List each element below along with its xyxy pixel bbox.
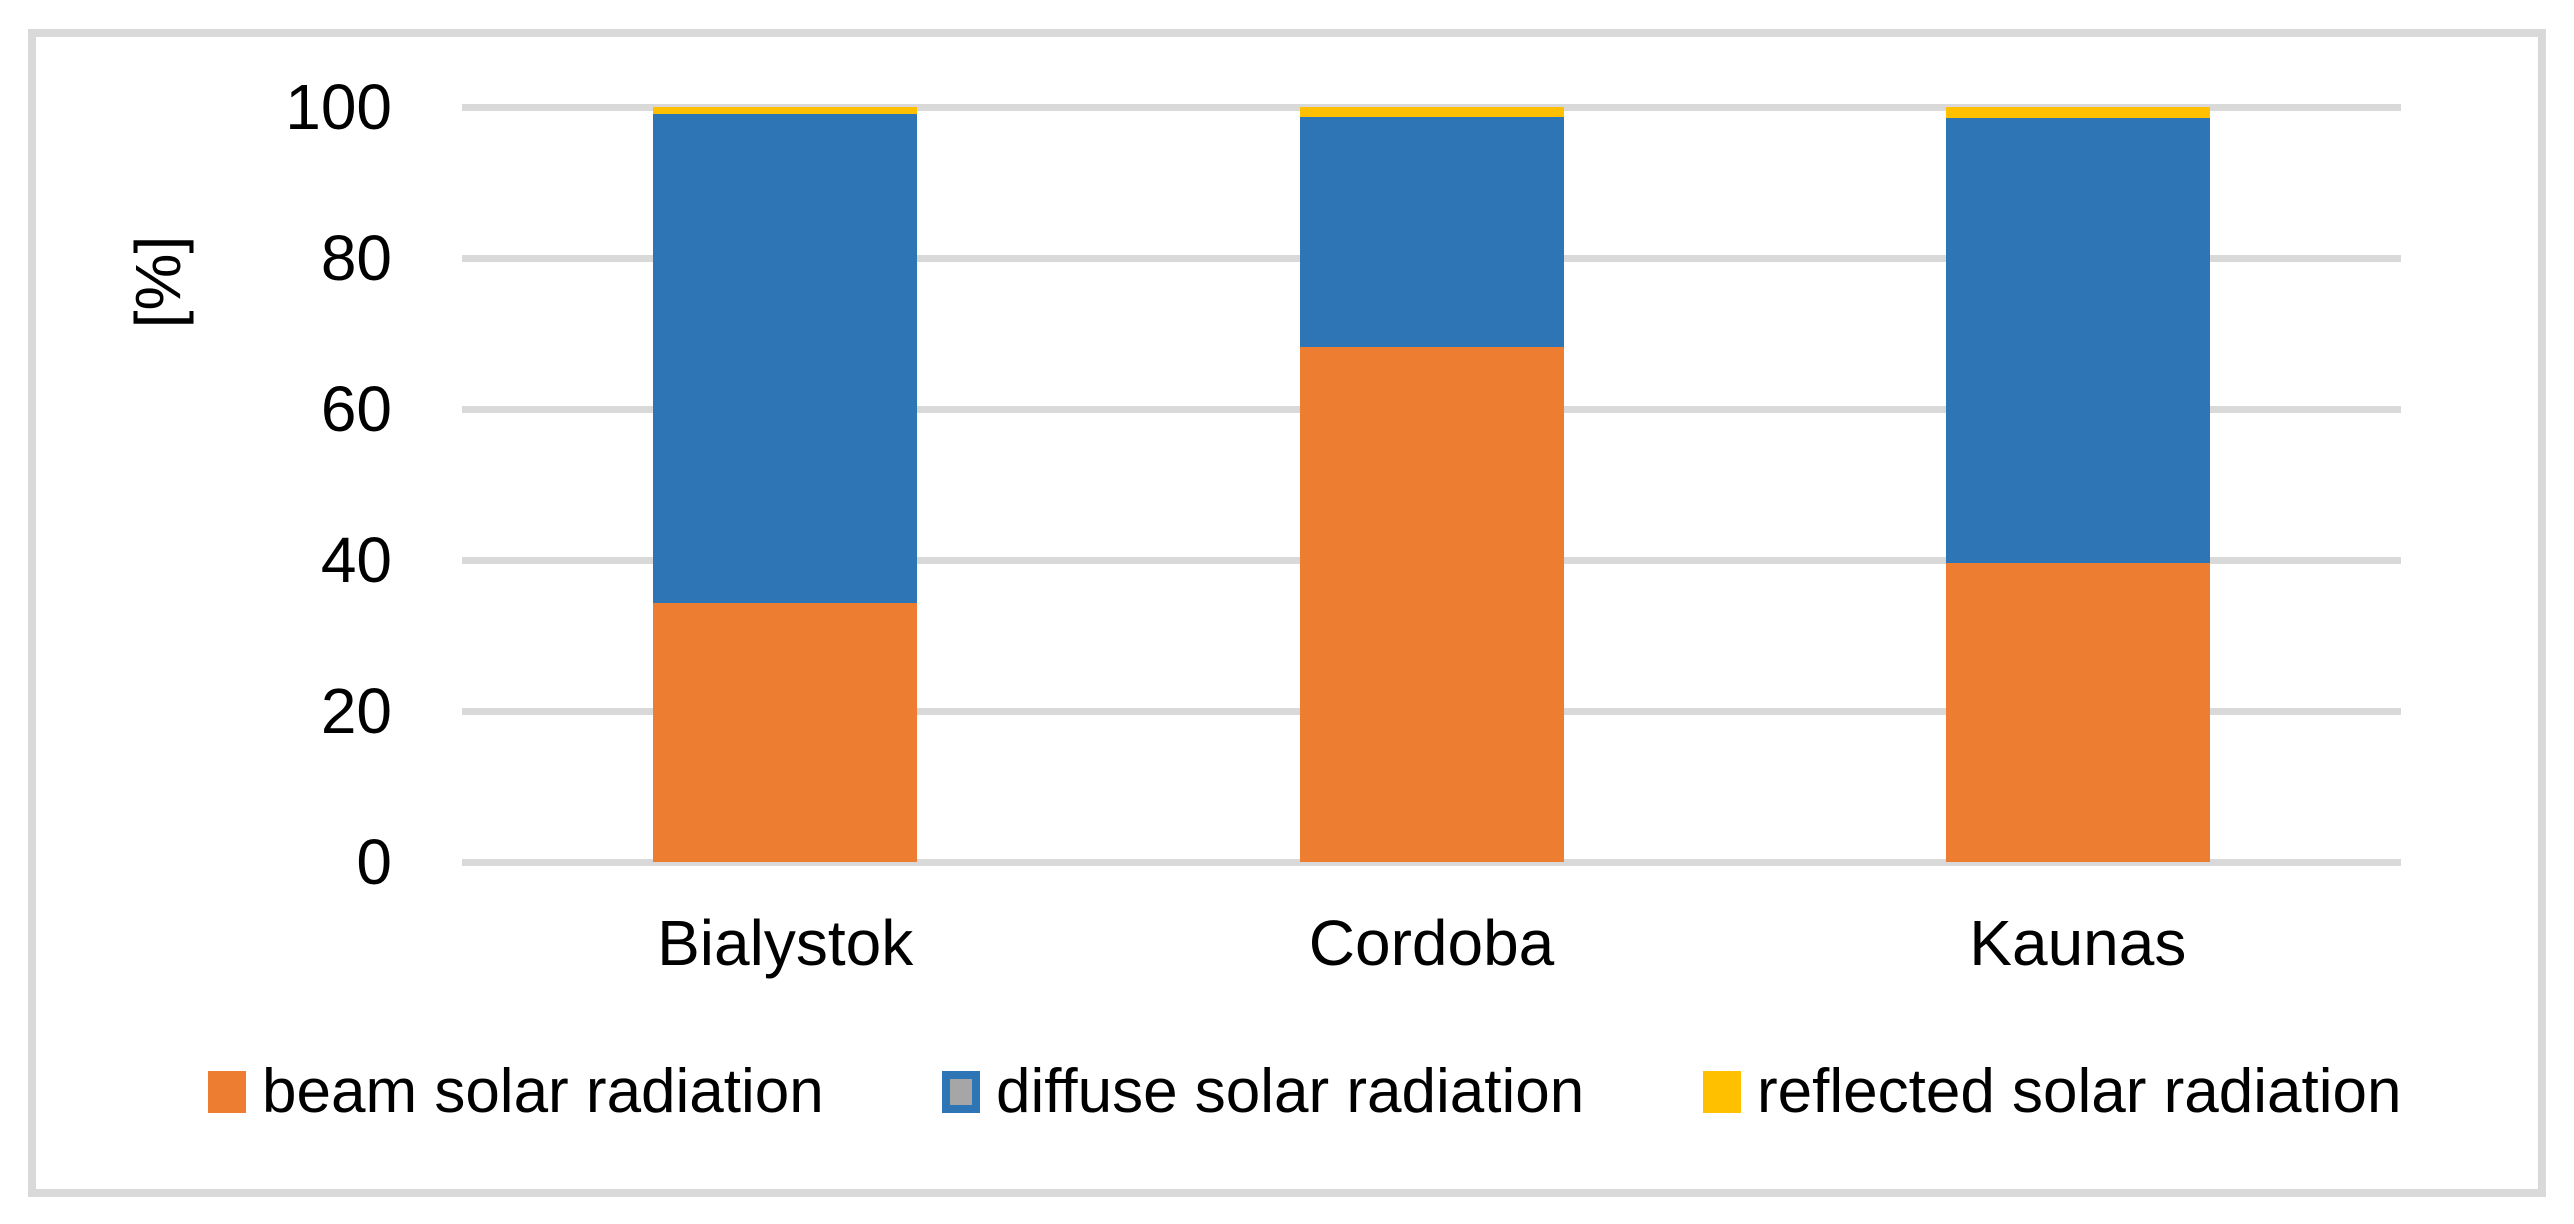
bar-kaunas: [1945, 107, 2210, 862]
bar-segment-cordoba-diffuse-solar-radiation: [1299, 116, 1564, 348]
legend-item-diffuse-solar-radiation: diffuse solar radiation: [942, 1057, 1585, 1126]
legend-item-beam-solar-radiation: beam solar radiation: [208, 1057, 824, 1126]
legend-swatch-beam-solar-radiation: [208, 1071, 246, 1113]
y-tick-label-20: 20: [320, 675, 392, 747]
legend: beam solar radiation diffuse solar radiat…: [0, 1057, 2574, 1126]
plot-area: [462, 103, 2401, 866]
legend-item-reflected-solar-radiation: reflected solar radiation: [1703, 1057, 2402, 1126]
bar-bialystok: [653, 107, 918, 862]
bar-segment-bialystok-diffuse-solar-radiation: [653, 113, 918, 604]
bar-segment-cordoba-beam-solar-radiation: [1299, 347, 1564, 862]
bar-segment-bialystok-reflected-solar-radiation: [653, 107, 918, 114]
bar-cordoba: [1299, 107, 1564, 862]
y-tick-label-0: 0: [356, 826, 392, 898]
legend-label-beam-solar-radiation: beam solar radiation: [262, 1057, 824, 1126]
category-label-bialystok: Bialystok: [657, 907, 914, 979]
y-tick-label-80: 80: [320, 222, 392, 294]
legend-label-diffuse-solar-radiation: diffuse solar radiation: [996, 1057, 1585, 1126]
legend-label-reflected-solar-radiation: reflected solar radiation: [1757, 1057, 2402, 1126]
y-tick-label-60: 60: [320, 373, 392, 445]
x-axis-category-labels: Bialystok Cordoba Kaunas: [462, 905, 2401, 995]
bar-segment-cordoba-reflected-solar-radiation: [1299, 107, 1564, 117]
gridline-100: [462, 103, 2401, 111]
legend-swatch-reflected-solar-radiation: [1703, 1071, 1741, 1113]
y-tick-label-40: 40: [320, 524, 392, 596]
bar-segment-kaunas-beam-solar-radiation: [1945, 563, 2210, 862]
bar-segment-kaunas-diffuse-solar-radiation: [1945, 117, 2210, 564]
bar-segment-bialystok-beam-solar-radiation: [653, 603, 918, 862]
category-label-cordoba: Cordoba: [1308, 907, 1555, 979]
gridline-0: [462, 858, 2401, 866]
bar-segment-kaunas-reflected-solar-radiation: [1945, 107, 2210, 118]
legend-swatch-diffuse-solar-radiation: [942, 1071, 980, 1113]
y-tick-label-100: 100: [285, 71, 392, 143]
y-axis-tick-labels: 0 20 40 60 80 100: [0, 71, 392, 898]
category-label-kaunas: Kaunas: [1969, 907, 2187, 979]
